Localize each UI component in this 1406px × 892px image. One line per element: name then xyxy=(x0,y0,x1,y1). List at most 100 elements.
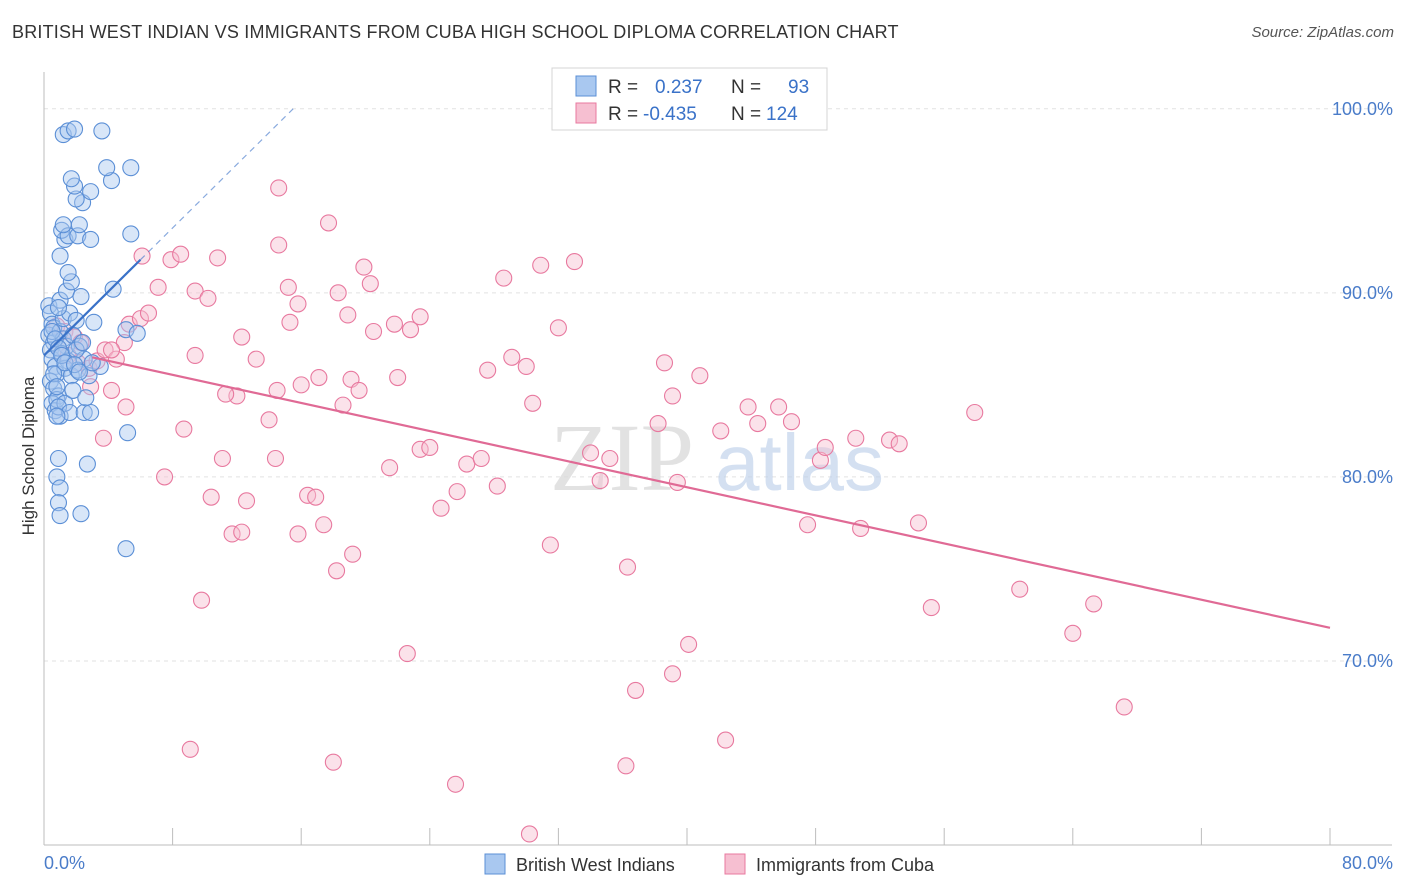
point-pink-11 xyxy=(115,333,133,352)
y-tick-label-3: 70.0% xyxy=(1342,651,1393,671)
y-tick-label-1: 90.0% xyxy=(1342,283,1393,303)
trend-lines xyxy=(43,108,1331,629)
point-pink-54 xyxy=(350,381,368,399)
point-blue-51 xyxy=(98,159,116,177)
point-pink-110 xyxy=(663,665,682,683)
point-pink-121 xyxy=(319,214,338,232)
point-pink-39 xyxy=(202,488,220,506)
point-pink-97 xyxy=(816,438,834,457)
point-blue-85 xyxy=(48,378,66,396)
legend-n-value-blue: 93 xyxy=(788,77,809,98)
chart-source: Source: ZipAtlas.com xyxy=(1251,24,1394,41)
chart-title: BRITISH WEST INDIAN VS IMMIGRANTS FROM C… xyxy=(12,22,899,42)
gridlines xyxy=(44,108,1392,662)
point-blue-74 xyxy=(51,507,69,525)
point-pink-116 xyxy=(181,740,199,758)
point-pink-34 xyxy=(156,468,174,486)
point-pink-37 xyxy=(94,429,113,447)
point-blue-73 xyxy=(49,494,68,512)
point-blue-84 xyxy=(45,365,63,383)
point-blue-75 xyxy=(72,505,90,523)
point-blue-47 xyxy=(82,183,100,201)
point-blue-68 xyxy=(64,381,82,399)
point-blue-54 xyxy=(59,122,77,140)
point-pink-20 xyxy=(199,289,217,307)
legend-r-label-blue: R = xyxy=(608,77,638,98)
point-pink-58 xyxy=(361,275,379,293)
point-pink-87 xyxy=(663,387,682,405)
point-pink-119 xyxy=(192,591,211,609)
point-blue-25 xyxy=(67,311,85,330)
point-pink-40 xyxy=(237,492,256,510)
legend-swatch-pink xyxy=(575,102,597,124)
point-pink-73 xyxy=(503,348,521,366)
point-pink-63 xyxy=(389,368,407,387)
point-pink-64 xyxy=(381,459,399,477)
point-blue-52 xyxy=(122,159,140,177)
point-pink-25 xyxy=(279,278,297,296)
x-tick-label-0: 0.0% xyxy=(44,853,85,873)
point-pink-101 xyxy=(890,435,908,453)
point-blue-71 xyxy=(48,468,66,486)
point-blue-31 xyxy=(85,313,103,331)
point-pink-18 xyxy=(172,245,190,263)
point-pink-85 xyxy=(649,414,667,433)
point-pink-60 xyxy=(385,315,403,333)
bottom-legend-swatch-pink xyxy=(724,853,746,875)
point-blue-60 xyxy=(128,324,146,342)
point-pink-27 xyxy=(281,313,299,331)
point-pink-61 xyxy=(401,321,420,339)
legend-swatch-blue xyxy=(575,75,597,97)
point-pink-109 xyxy=(680,635,698,653)
point-pink-49 xyxy=(315,516,333,534)
point-blue-80 xyxy=(46,330,64,348)
point-pink-93 xyxy=(770,398,788,416)
point-blue-57 xyxy=(122,225,140,243)
point-pink-113 xyxy=(617,757,635,775)
point-pink-32 xyxy=(186,346,204,364)
point-blue-90 xyxy=(70,363,88,381)
point-pink-98 xyxy=(847,429,865,447)
trend-line-blue xyxy=(43,258,142,357)
legend-r-value-blue: 0.237 xyxy=(655,77,703,98)
point-blue-67 xyxy=(82,403,100,422)
point-pink-99 xyxy=(852,519,870,537)
point-pink-36 xyxy=(117,398,135,416)
point-pink-16 xyxy=(133,247,151,265)
trend-line-pink xyxy=(91,356,1331,629)
point-pink-56 xyxy=(339,306,357,324)
point-blue-42 xyxy=(82,230,100,249)
point-pink-28 xyxy=(260,411,278,429)
point-pink-74 xyxy=(517,357,535,376)
watermark: ZIP atlas xyxy=(550,404,884,511)
point-pink-103 xyxy=(922,599,940,617)
trend-line-blue-extension xyxy=(140,108,294,261)
data-points xyxy=(40,120,1133,843)
point-blue-41 xyxy=(69,227,87,245)
point-blue-56 xyxy=(93,122,111,140)
point-pink-33 xyxy=(175,420,193,438)
legend-n-label-pink: N = xyxy=(731,104,761,125)
point-pink-9 xyxy=(96,341,114,359)
point-pink-111 xyxy=(627,681,645,699)
point-pink-35 xyxy=(102,381,121,399)
point-blue-69 xyxy=(48,407,66,425)
point-blue-50 xyxy=(102,172,121,190)
point-blue-36 xyxy=(59,264,77,282)
point-pink-21 xyxy=(209,249,227,267)
point-pink-118 xyxy=(520,825,539,843)
watermark-zip: ZIP xyxy=(550,404,694,511)
point-pink-23 xyxy=(247,350,265,368)
point-pink-38 xyxy=(102,341,121,359)
y-axis-title: High School Diploma xyxy=(19,376,38,535)
point-blue-66 xyxy=(75,403,93,422)
point-pink-66 xyxy=(421,438,439,457)
point-pink-42 xyxy=(233,523,251,541)
point-pink-122 xyxy=(82,378,100,396)
point-pink-115 xyxy=(446,775,465,793)
point-blue-76 xyxy=(78,455,96,473)
point-pink-102 xyxy=(909,514,928,532)
legend-n-label-blue: N = xyxy=(731,77,761,98)
point-pink-88 xyxy=(668,473,686,491)
